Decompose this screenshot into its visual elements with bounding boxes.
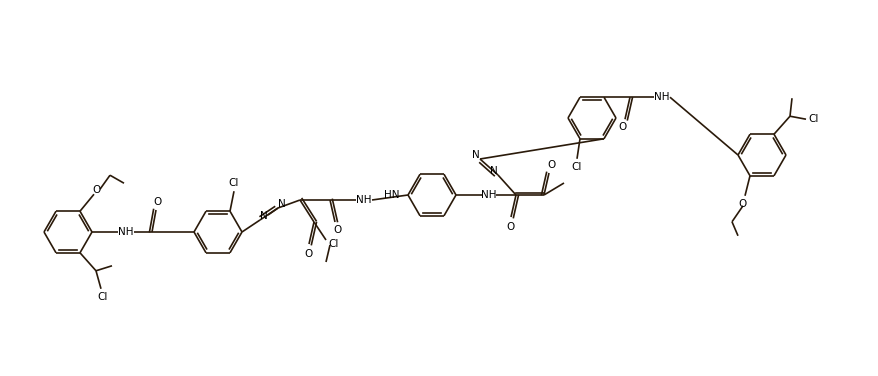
Text: N: N bbox=[490, 166, 497, 176]
Text: O: O bbox=[547, 160, 556, 170]
Text: N: N bbox=[277, 199, 285, 209]
Text: O: O bbox=[618, 122, 626, 132]
Text: Cl: Cl bbox=[572, 162, 581, 172]
Text: NH: NH bbox=[356, 195, 371, 205]
Text: NH: NH bbox=[480, 190, 496, 200]
Text: O: O bbox=[738, 199, 746, 209]
Text: HN: HN bbox=[384, 190, 399, 200]
Text: O: O bbox=[305, 249, 313, 259]
Text: O: O bbox=[507, 222, 515, 232]
Text: Cl: Cl bbox=[808, 114, 818, 124]
Text: N: N bbox=[471, 150, 479, 160]
Text: O: O bbox=[154, 197, 162, 207]
Text: Cl: Cl bbox=[97, 292, 108, 302]
Text: N: N bbox=[260, 211, 268, 221]
Text: O: O bbox=[334, 225, 342, 235]
Text: O: O bbox=[93, 185, 101, 195]
Text: Cl: Cl bbox=[228, 178, 239, 188]
Text: NH: NH bbox=[653, 92, 669, 102]
Text: Cl: Cl bbox=[328, 239, 339, 249]
Text: NH: NH bbox=[119, 227, 133, 237]
